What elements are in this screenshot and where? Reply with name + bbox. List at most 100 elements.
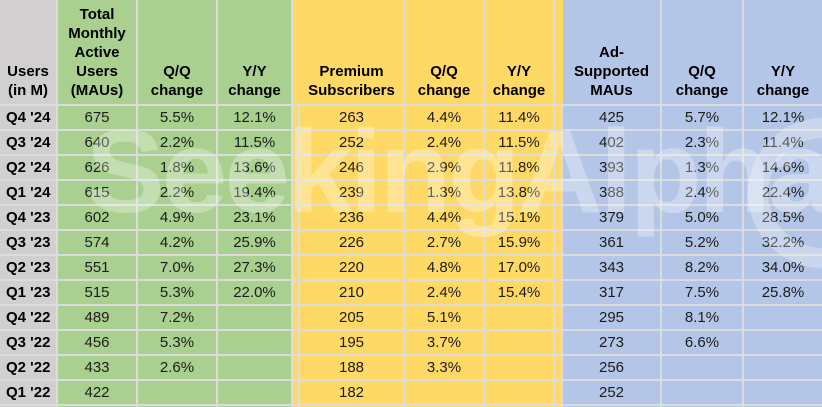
spacer-cell [293, 306, 298, 329]
cell-maus: 675 [58, 106, 136, 129]
spacer-cell [555, 256, 561, 279]
cell-maus_yy: 27.3% [218, 256, 291, 279]
cell-ad_yy: 22.4% [744, 181, 822, 204]
cell-ad_yy [744, 331, 822, 354]
cell-maus_qq [138, 381, 216, 404]
cell-premium: 239 [300, 181, 403, 204]
cell-maus_qq: 5.3% [138, 281, 216, 304]
cell-ad_maus: 379 [563, 206, 660, 229]
cell-ad_yy: 14.6% [744, 156, 822, 179]
cell-maus_qq: 2.2% [138, 131, 216, 154]
cell-ad_yy: 32.2% [744, 231, 822, 254]
cell-ad_maus: 256 [563, 356, 660, 379]
cell-premium_yy [485, 306, 553, 329]
cell-premium: 246 [300, 156, 403, 179]
cell-maus_qq: 7.0% [138, 256, 216, 279]
cell-premium_yy: 15.9% [485, 231, 553, 254]
column-header-maus: Total Monthly Active Users (MAUs) [58, 0, 136, 104]
spacer-column [555, 0, 563, 104]
cell-maus: 422 [58, 381, 136, 404]
cell-maus: 574 [58, 231, 136, 254]
column-header-maus_qq: Q/Q change [138, 0, 216, 104]
spacer-cell [293, 281, 298, 304]
spacer-cell [293, 381, 298, 404]
cell-maus_qq: 5.5% [138, 106, 216, 129]
cell-ad_yy: 25.8% [744, 281, 822, 304]
cell-premium_yy [485, 331, 553, 354]
cell-maus_yy: 13.6% [218, 156, 291, 179]
cell-maus: 602 [58, 206, 136, 229]
row-label: Q3 '22 [0, 331, 56, 354]
column-header-ad_qq: Q/Q change [662, 0, 742, 104]
cell-ad_qq: 5.7% [662, 106, 742, 129]
cell-ad_qq: 8.1% [662, 306, 742, 329]
row-label: Q2 '24 [0, 156, 56, 179]
spacer-cell [293, 156, 298, 179]
cell-premium_qq: 2.4% [405, 131, 483, 154]
row-label: Q3 '24 [0, 131, 56, 154]
cell-premium: 252 [300, 131, 403, 154]
spacer-cell [555, 306, 561, 329]
cell-maus: 615 [58, 181, 136, 204]
cell-premium: 188 [300, 356, 403, 379]
cell-ad_maus: 295 [563, 306, 660, 329]
cell-premium: 205 [300, 306, 403, 329]
cell-ad_qq: 8.2% [662, 256, 742, 279]
cell-premium: 195 [300, 331, 403, 354]
row-label: Q3 '23 [0, 231, 56, 254]
row-label: Q1 '22 [0, 381, 56, 404]
cell-ad_maus: 425 [563, 106, 660, 129]
cell-maus: 551 [58, 256, 136, 279]
spacer-cell [555, 381, 561, 404]
cell-ad_yy: 34.0% [744, 256, 822, 279]
cell-ad_maus: 393 [563, 156, 660, 179]
row-label: Q1 '24 [0, 181, 56, 204]
spacer-cell [293, 331, 298, 354]
cell-maus: 433 [58, 356, 136, 379]
cell-maus_yy: 23.1% [218, 206, 291, 229]
cell-ad_maus: 402 [563, 131, 660, 154]
cell-maus_yy: 25.9% [218, 231, 291, 254]
cell-premium_yy: 11.5% [485, 131, 553, 154]
spacer-cell [555, 156, 561, 179]
cell-premium_qq: 2.4% [405, 281, 483, 304]
spacer-cell [293, 356, 298, 379]
cell-premium_qq: 3.7% [405, 331, 483, 354]
cell-ad_maus: 343 [563, 256, 660, 279]
cell-maus_yy [218, 306, 291, 329]
cell-ad_yy: 12.1% [744, 106, 822, 129]
row-label: Q4 '23 [0, 206, 56, 229]
cell-premium_yy: 11.8% [485, 156, 553, 179]
cell-ad_maus: 317 [563, 281, 660, 304]
cell-ad_yy: 28.5% [744, 206, 822, 229]
column-header-premium_yy: Y/Y change [485, 0, 553, 104]
cell-ad_qq: 2.4% [662, 181, 742, 204]
cell-premium_yy [485, 356, 553, 379]
cell-premium_qq: 4.4% [405, 206, 483, 229]
cell-maus_yy [218, 331, 291, 354]
column-header-maus_yy: Y/Y change [218, 0, 291, 104]
row-label: Q2 '22 [0, 356, 56, 379]
cell-premium_yy: 17.0% [485, 256, 553, 279]
spacer-cell [555, 181, 561, 204]
cell-maus: 456 [58, 331, 136, 354]
cell-maus_qq: 1.8% [138, 156, 216, 179]
row-label: Q2 '23 [0, 256, 56, 279]
cell-ad_maus: 388 [563, 181, 660, 204]
column-header-premium: Premium Subscribers [300, 0, 403, 104]
column-header-premium_qq: Q/Q change [405, 0, 483, 104]
spacer-cell [293, 256, 298, 279]
cell-premium_yy: 15.4% [485, 281, 553, 304]
cell-premium_yy [485, 381, 553, 404]
spacer-cell [293, 131, 298, 154]
cell-maus: 640 [58, 131, 136, 154]
cell-premium_yy: 15.1% [485, 206, 553, 229]
cell-premium: 236 [300, 206, 403, 229]
spacer-cell [555, 106, 561, 129]
cell-premium_qq: 5.1% [405, 306, 483, 329]
cell-maus: 489 [58, 306, 136, 329]
spacer-cell [555, 131, 561, 154]
cell-maus_qq: 5.3% [138, 331, 216, 354]
row-label: Q1 '23 [0, 281, 56, 304]
